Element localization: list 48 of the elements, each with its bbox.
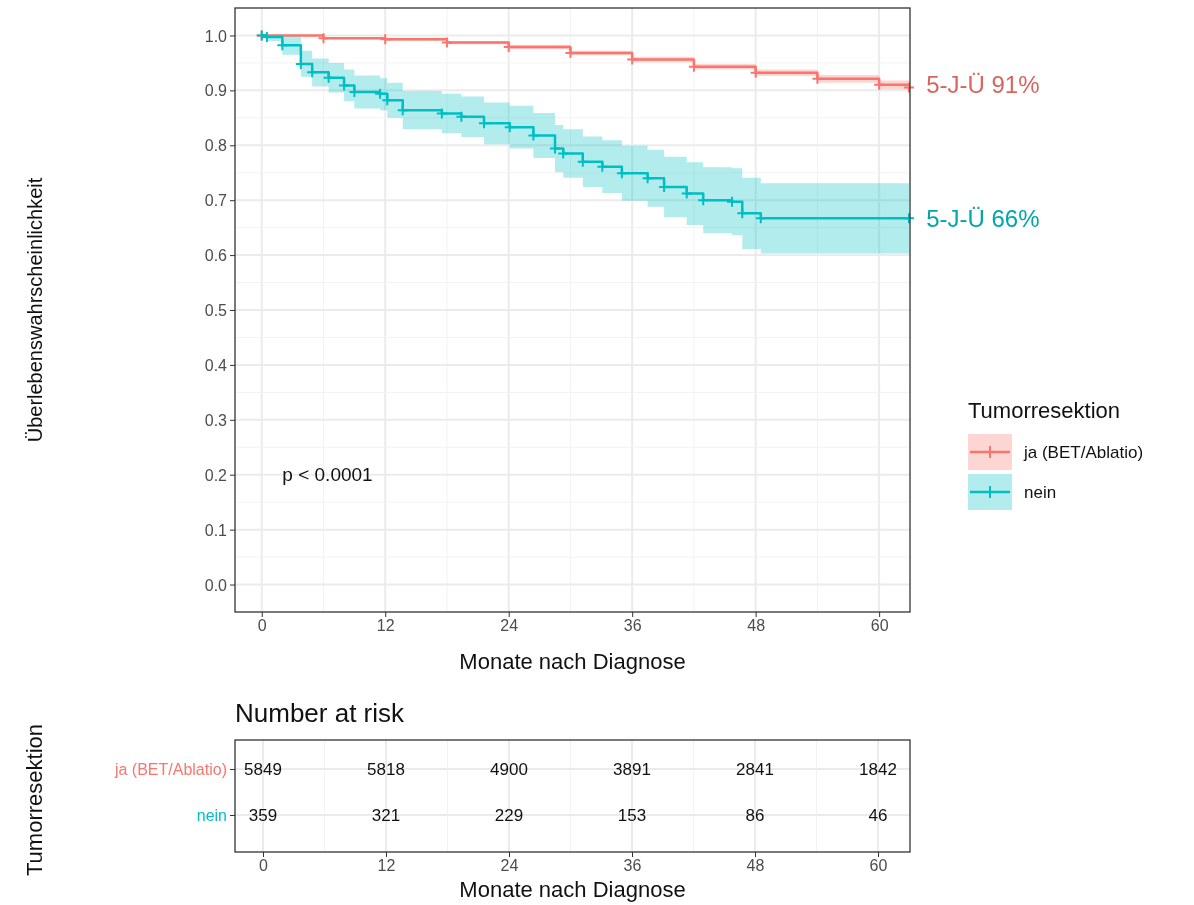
legend-label: ja (BET/Ablatio) [1023,442,1144,462]
y-tick-label: 1.0 [204,27,228,45]
data-label: 5818 [367,759,405,779]
data-label: 359 [248,805,278,825]
x-tick-label: 60 [870,617,889,635]
y-tick-label: 0.2 [204,466,228,484]
y-tick-label: 0.9 [204,82,228,100]
y-tick-label: 0.6 [204,247,228,265]
legend-label: nein [1024,482,1057,502]
y-tick-label: ja (BET/Ablatio) [113,760,227,778]
data-label: 5849 [244,759,282,779]
y-tick-label: 0.1 [204,521,228,539]
data-label: 46 [868,805,888,825]
x-tick-label: 12 [376,617,395,635]
data-label: 4900 [490,759,528,779]
x-tick-label: 12 [377,857,396,875]
y-tick-label: 0.4 [204,357,228,375]
y-tick-label: 0.5 [204,302,228,320]
y-tick-label: nein [196,806,227,824]
y-tick-label: 0.7 [204,192,228,210]
annotation: p < 0.0001 [282,464,373,486]
x-axis-title: Monate nach Diagnose [459,877,686,902]
annotation: 5-J-Ü 66% [926,204,1040,232]
x-axis-title: Monate nach Diagnose [459,649,686,674]
x-tick-label: 24 [500,617,519,635]
data-label: 321 [371,805,401,825]
x-tick-label: 48 [747,617,766,635]
x-tick-label: 0 [257,617,267,635]
x-tick-label: 60 [869,857,888,875]
data-label: 2841 [736,759,774,779]
x-tick-label: 24 [500,857,519,875]
chart-title: Number at risk [235,698,406,728]
data-label: 153 [617,805,647,825]
y-axis-title: Tumorresektion [22,723,47,877]
y-tick-label: 0.0 [204,576,228,594]
x-tick-label: 36 [623,617,642,635]
x-tick-label: 48 [746,857,765,875]
data-label: 229 [494,805,524,825]
y-axis-title: Überlebenswahrscheinlichkeit [24,177,46,443]
x-tick-label: 0 [259,857,269,875]
legend-title: Tumorresektion [968,397,1121,423]
x-tick-label: 36 [623,857,642,875]
annotation: 5-J-Ü 91% [926,71,1040,99]
data-label: 1842 [859,759,897,779]
y-tick-label: 0.8 [204,137,228,155]
data-label: 3891 [613,759,651,779]
data-label: 86 [745,805,765,825]
y-tick-label: 0.3 [204,411,228,429]
